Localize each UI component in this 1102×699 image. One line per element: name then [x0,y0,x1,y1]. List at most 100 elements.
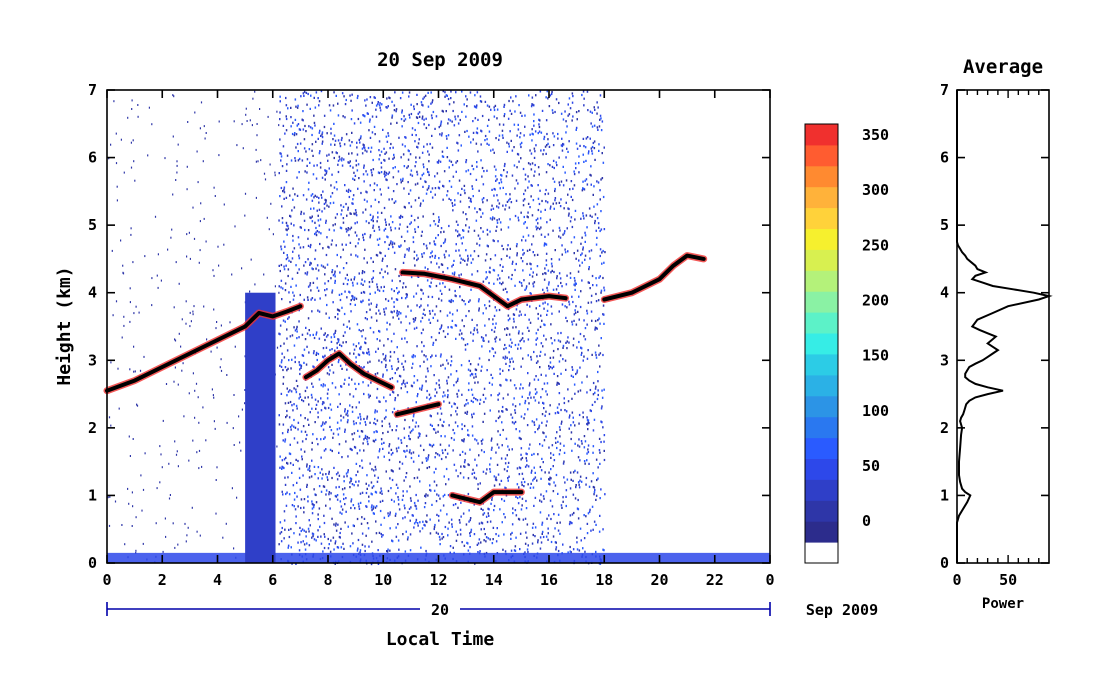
speckle [447,478,450,481]
speckle [558,426,561,429]
speckle [375,104,378,107]
speckle [382,289,385,293]
speckle [449,551,451,554]
speckle [590,310,593,313]
speckle [527,483,529,486]
speckle [396,183,398,186]
speckle [383,170,386,173]
speckle [375,312,377,315]
speckle [285,169,288,172]
speckle [477,150,479,153]
speckle [552,144,555,147]
speckle [363,392,365,396]
speckle [130,227,132,230]
speckle [442,536,445,539]
y-tick-label: 0 [88,554,97,572]
speckle [565,201,567,204]
speckle [226,374,228,376]
speckle [300,364,303,367]
speckle [506,200,509,203]
speckle [324,173,326,176]
speckle [377,171,380,174]
speckle [438,535,441,538]
y-tick-label: 2 [88,419,97,437]
speckle [340,419,342,422]
speckle [441,109,444,112]
speckle [195,382,198,385]
speckle [244,402,246,405]
speckle [506,150,508,153]
speckle [373,469,375,472]
speckle [525,285,528,288]
speckle [283,188,285,191]
speckle [571,449,573,452]
speckle [570,374,573,377]
speckle [433,240,435,243]
speckle [385,363,387,367]
speckle [378,149,380,152]
speckle [443,253,446,256]
speckle [534,388,537,391]
speckle [440,353,442,356]
speckle [504,462,507,465]
speckle [473,503,475,506]
speckle [583,514,585,517]
speckle [354,303,356,306]
speckle [469,299,471,302]
speckle [524,173,527,176]
speckle [151,277,153,280]
speckle [575,486,577,489]
speckle [396,380,399,383]
speckle [491,542,494,545]
speckle [495,451,497,454]
speckle [598,353,600,356]
speckle [573,184,576,187]
speckle [440,244,442,248]
speckle [487,507,489,510]
speckle [479,482,481,485]
speckle [471,416,473,419]
speckle [578,340,580,344]
speckle [599,275,601,278]
speckle [440,324,443,327]
speckle [293,387,295,390]
speckle [505,333,508,336]
speckle [571,198,574,202]
speckle [429,256,431,259]
speckle [397,503,400,506]
speckle [549,404,551,407]
speckle [468,206,470,209]
speckle [281,526,283,530]
speckle [546,313,548,316]
speckle [548,145,551,148]
speckle [578,422,580,425]
speckle [143,355,145,358]
speckle [303,94,305,97]
speckle [451,326,453,329]
speckle [584,338,587,341]
speckle [370,169,372,172]
speckle [295,391,298,394]
speckle [365,482,367,485]
speckle [473,376,475,379]
speckle [342,334,345,337]
speckle [391,243,394,246]
speckle [423,344,425,348]
speckle [194,416,196,419]
speckle [481,365,483,368]
speckle [314,106,317,109]
speckle [352,504,355,507]
speckle [305,535,307,538]
speckle [394,91,396,94]
speckle [471,425,474,428]
speckle [402,354,405,357]
speckle [393,153,395,156]
speckle [364,549,366,553]
speckle [323,333,325,336]
speckle [384,159,386,162]
speckle [276,346,279,349]
speckle [501,444,503,447]
speckle [536,355,538,358]
speckle [538,227,541,231]
speckle [173,306,175,309]
